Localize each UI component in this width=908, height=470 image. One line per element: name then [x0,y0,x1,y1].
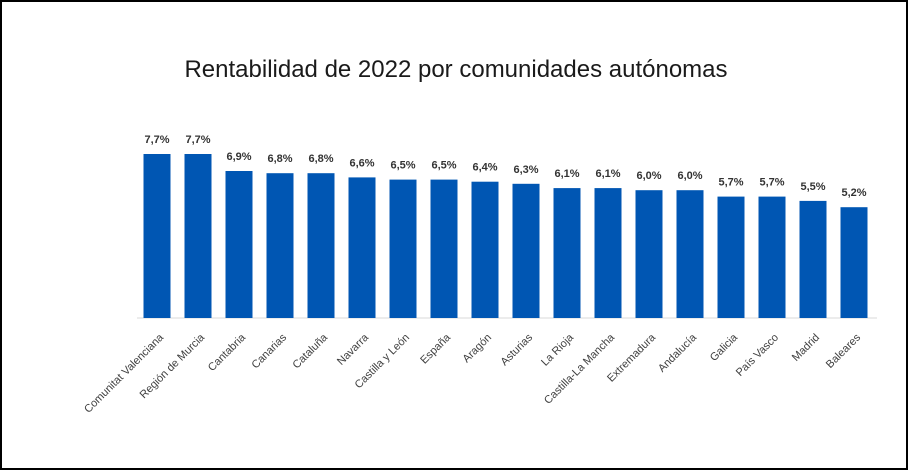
data-label-0: 7,7% [144,134,169,146]
category-label-11: Castilla-La Mancha [542,331,618,407]
bar-0 [143,154,171,318]
bar-4 [307,173,335,318]
category-label-14: Galicia [708,331,741,364]
category-label-2: Cantabria [206,331,249,374]
category-label-8: Aragón [461,332,495,366]
bar-6 [389,179,417,318]
category-label-9: Asturias [499,331,536,368]
data-label-15: 5,7% [759,177,784,189]
data-label-4: 6,8% [308,153,333,165]
data-label-8: 6,4% [472,162,497,174]
data-label-3: 6,8% [267,153,292,165]
data-label-1: 7,7% [185,134,210,146]
data-label-17: 5,2% [841,187,866,199]
data-label-13: 6,0% [677,170,702,182]
bar-2 [225,171,253,318]
data-label-11: 6,1% [595,168,620,180]
category-label-4: Cataluña [290,331,330,371]
category-label-3: Canarias [250,331,290,371]
bar-9 [512,183,540,318]
category-label-10: La Rioja [539,331,577,369]
category-label-16: Madrid [790,332,822,364]
chart-title: Rentabilidad de 2022 por comunidades aut… [184,56,728,83]
bar-14 [717,196,745,318]
category-label-5: Navarra [335,331,372,368]
bar-11 [594,188,622,318]
bar-10 [553,188,581,318]
bar-15 [758,196,786,318]
data-label-14: 5,7% [718,177,743,189]
category-label-7: España [418,331,453,366]
bar-3 [266,173,294,318]
bar-8 [471,181,499,318]
category-label-17: Baleares [824,331,864,371]
data-label-2: 6,9% [226,151,251,163]
bar-7 [430,179,458,318]
data-label-6: 6,5% [390,160,415,172]
bar-1 [184,154,212,318]
bar-17 [840,207,868,318]
data-label-7: 6,5% [431,160,456,172]
data-label-12: 6,0% [636,170,661,182]
category-label-13: Andalucía [656,331,700,375]
bar-13 [676,190,704,318]
bar-16 [799,200,827,318]
bar-5 [348,177,376,318]
data-label-16: 5,5% [800,181,825,193]
category-label-15: País Vasco [734,332,781,379]
bar-12 [635,190,663,318]
data-label-5: 6,6% [349,157,374,169]
data-label-9: 6,3% [513,164,538,176]
category-label-0: Comunitat Valenciana [82,331,167,416]
data-label-10: 6,1% [554,168,579,180]
